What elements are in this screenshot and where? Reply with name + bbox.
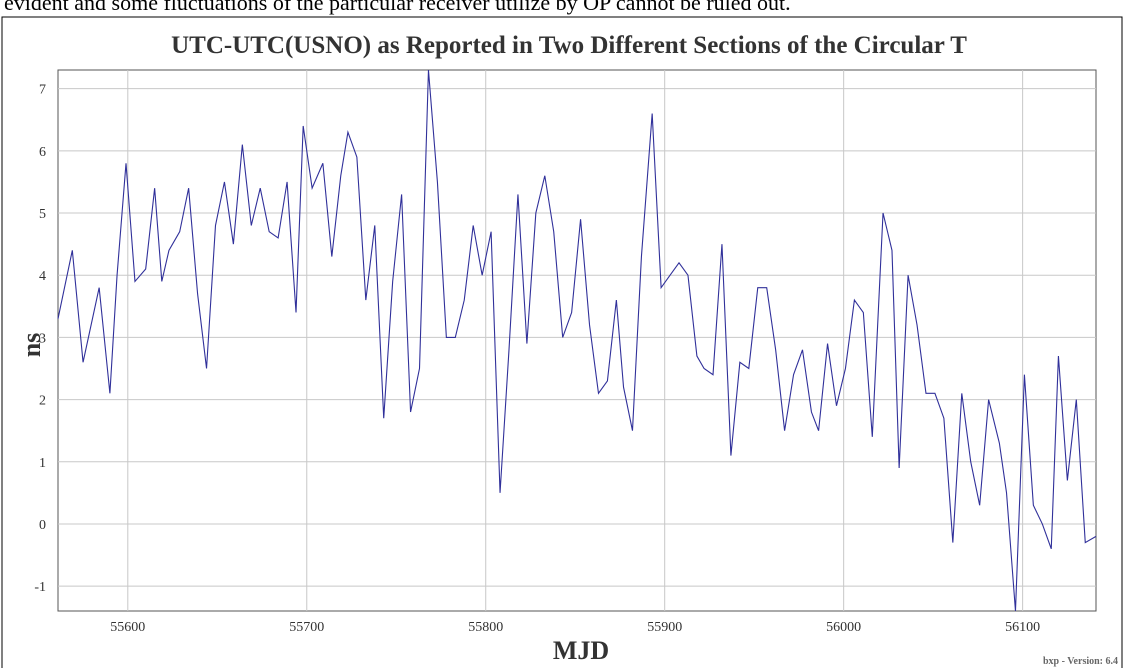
page-text: evident and some fluctuations of the par…	[4, 0, 791, 15]
y-tick-label: 2	[39, 394, 46, 409]
frame	[1, 16, 1123, 668]
x-tick-label: 56100	[1005, 620, 1040, 635]
x-tick-label: 55600	[110, 620, 145, 635]
y-tick-label: 6	[39, 145, 46, 160]
version-footer: bxp - Version: 6.4	[1043, 656, 1118, 667]
x-axis-label: MJD	[553, 636, 609, 665]
x-tick-label: 55800	[468, 620, 503, 635]
y-tick-label: 1	[39, 456, 46, 471]
y-tick-label: -1	[34, 580, 46, 595]
x-tick-label: 55900	[647, 620, 682, 635]
plot-area	[57, 69, 1097, 612]
data-line	[57, 69, 1097, 612]
y-tick-label: 3	[39, 331, 46, 346]
x-tick-label: 55700	[289, 620, 324, 635]
y-tick-label: 0	[39, 518, 46, 533]
y-tick-label: 7	[39, 83, 46, 98]
y-axis-label: ns	[17, 333, 46, 358]
y-tick-label: 5	[39, 207, 46, 222]
y-tick-label: 4	[39, 269, 46, 284]
x-tick-label: 56000	[826, 620, 861, 635]
chart-title: UTC-UTC(USNO) as Reported in Two Differe…	[171, 32, 967, 59]
